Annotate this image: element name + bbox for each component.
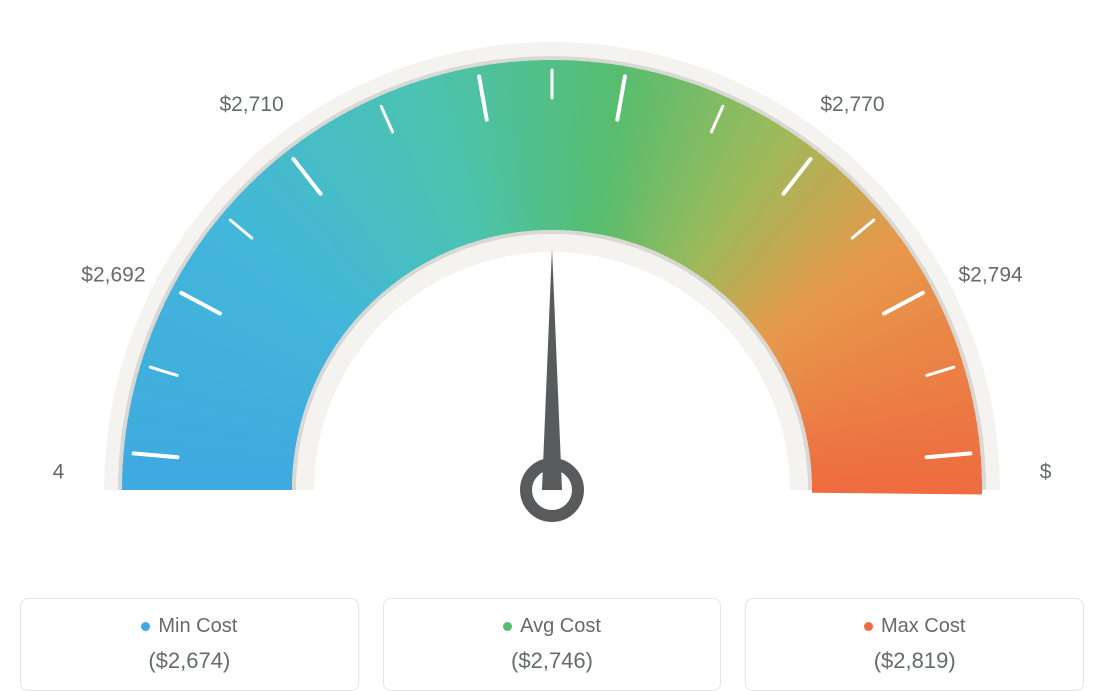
legend-label-max: Max Cost xyxy=(881,615,965,638)
gauge-tick-label: $2,692 xyxy=(81,264,145,287)
cost-gauge-chart: $2,674$2,692$2,710$2,746$2,770$2,794$2,8… xyxy=(52,20,1052,580)
legend-value-avg: ($2,746) xyxy=(396,648,709,674)
legend-card-min: Min Cost ($2,674) xyxy=(20,598,359,691)
legend-value-max: ($2,819) xyxy=(758,648,1071,674)
gauge-tick-label: $2,819 xyxy=(1040,461,1052,484)
legend-value-min: ($2,674) xyxy=(33,648,346,674)
legend-card-max: Max Cost ($2,819) xyxy=(745,598,1084,691)
legend-dot-avg xyxy=(503,622,512,631)
gauge-tick-label: $2,674 xyxy=(52,461,65,484)
gauge-needle xyxy=(542,248,562,490)
legend-label-avg: Avg Cost xyxy=(520,615,601,638)
legend-card-avg: Avg Cost ($2,746) xyxy=(383,598,722,691)
gauge-tick-label: $2,770 xyxy=(820,93,884,116)
legend-row: Min Cost ($2,674) Avg Cost ($2,746) Max … xyxy=(20,598,1084,691)
legend-label-min: Min Cost xyxy=(158,615,237,638)
legend-dot-min xyxy=(141,622,150,631)
legend-dot-max xyxy=(864,622,873,631)
gauge-tick-label: $2,794 xyxy=(958,264,1023,287)
gauge-tick-label: $2,710 xyxy=(219,93,283,116)
